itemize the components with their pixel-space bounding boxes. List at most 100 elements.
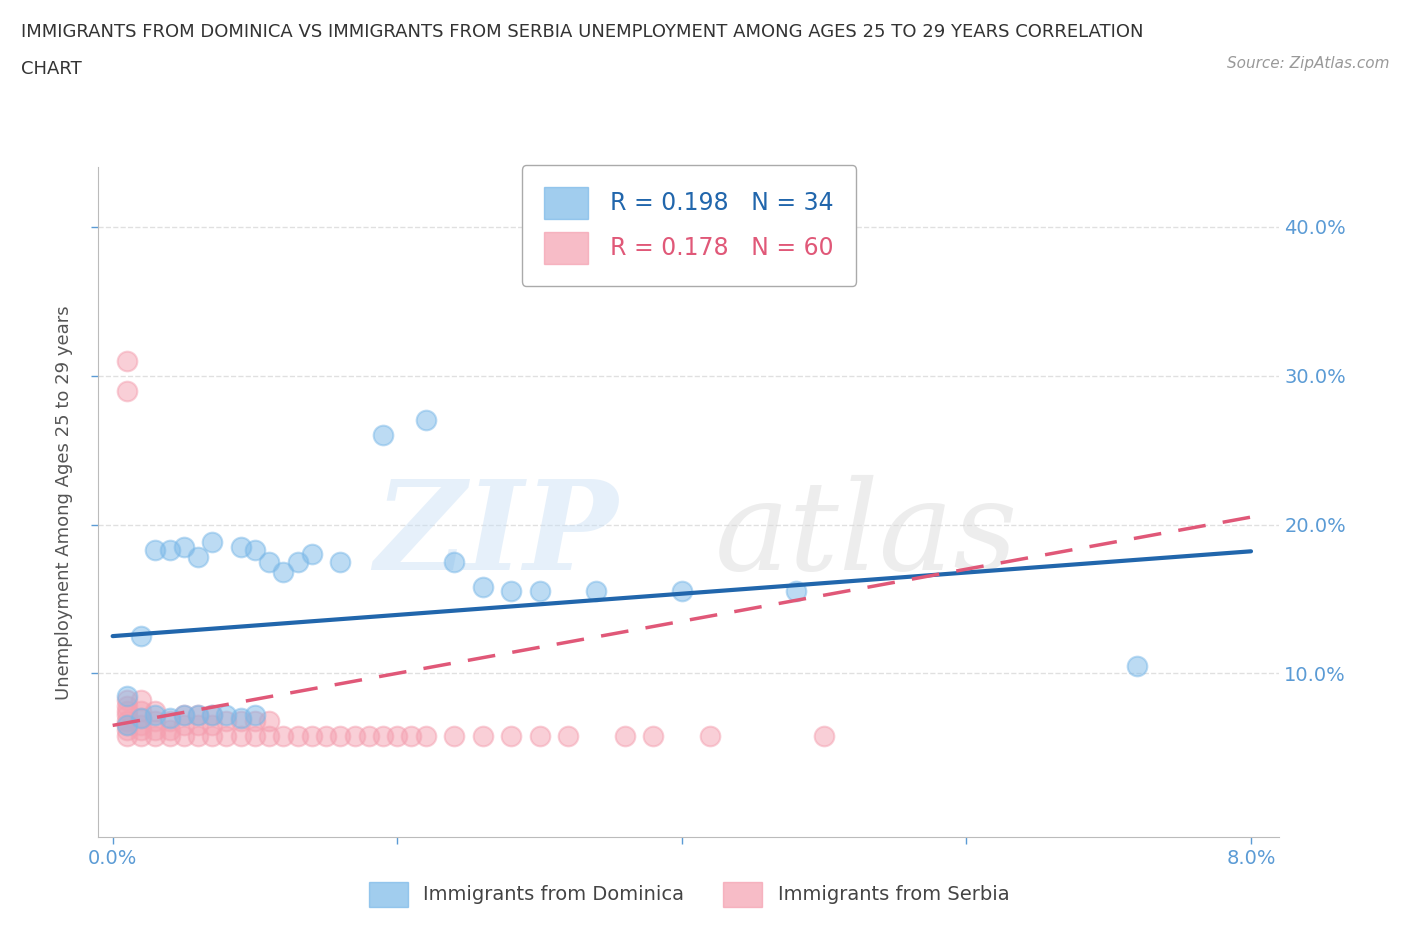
Point bbox=[287, 728, 309, 743]
Y-axis label: Unemployment Among Ages 25 to 29 years: Unemployment Among Ages 25 to 29 years bbox=[55, 305, 73, 699]
Point bbox=[257, 713, 280, 728]
Point bbox=[173, 708, 195, 723]
Point bbox=[301, 728, 323, 743]
Point bbox=[159, 542, 181, 557]
Text: CHART: CHART bbox=[21, 60, 82, 78]
Point bbox=[229, 713, 252, 728]
Point bbox=[215, 708, 238, 723]
Point bbox=[173, 718, 195, 733]
Point bbox=[443, 728, 465, 743]
Point bbox=[143, 542, 166, 557]
Point bbox=[187, 708, 209, 723]
Point bbox=[143, 728, 166, 743]
Text: IMMIGRANTS FROM DOMINICA VS IMMIGRANTS FROM SERBIA UNEMPLOYMENT AMONG AGES 25 TO: IMMIGRANTS FROM DOMINICA VS IMMIGRANTS F… bbox=[21, 23, 1143, 41]
Point bbox=[201, 708, 224, 723]
Point bbox=[159, 713, 181, 728]
Point bbox=[401, 728, 423, 743]
Point bbox=[115, 718, 138, 733]
Point bbox=[257, 554, 280, 569]
Point bbox=[115, 688, 138, 703]
Text: Source: ZipAtlas.com: Source: ZipAtlas.com bbox=[1226, 56, 1389, 71]
Point bbox=[443, 554, 465, 569]
Point bbox=[129, 629, 152, 644]
Point bbox=[229, 539, 252, 554]
Legend: Immigrants from Dominica, Immigrants from Serbia: Immigrants from Dominica, Immigrants fro… bbox=[361, 874, 1017, 914]
Point bbox=[187, 718, 209, 733]
Point bbox=[585, 584, 607, 599]
Text: atlas: atlas bbox=[714, 475, 1018, 596]
Point bbox=[129, 723, 152, 737]
Point bbox=[243, 728, 266, 743]
Point bbox=[643, 728, 665, 743]
Point bbox=[215, 728, 238, 743]
Point bbox=[187, 708, 209, 723]
Point bbox=[215, 713, 238, 728]
Point bbox=[201, 708, 224, 723]
Point bbox=[343, 728, 366, 743]
Point bbox=[129, 728, 152, 743]
Point bbox=[201, 535, 224, 550]
Point bbox=[315, 728, 337, 743]
Point bbox=[159, 711, 181, 725]
Text: ZIP: ZIP bbox=[374, 475, 619, 596]
Point bbox=[273, 728, 295, 743]
Point bbox=[387, 728, 409, 743]
Point bbox=[357, 728, 380, 743]
Point bbox=[671, 584, 693, 599]
Point bbox=[529, 728, 551, 743]
Point bbox=[499, 584, 522, 599]
Point bbox=[415, 413, 437, 428]
Point bbox=[115, 713, 138, 728]
Point bbox=[257, 728, 280, 743]
Point bbox=[287, 554, 309, 569]
Point bbox=[115, 703, 138, 718]
Point bbox=[273, 565, 295, 579]
Point bbox=[115, 353, 138, 368]
Point bbox=[229, 728, 252, 743]
Point bbox=[115, 693, 138, 708]
Point bbox=[129, 711, 152, 725]
Point bbox=[499, 728, 522, 743]
Point bbox=[143, 708, 166, 723]
Point bbox=[201, 718, 224, 733]
Point bbox=[187, 550, 209, 565]
Point bbox=[471, 579, 494, 594]
Point bbox=[471, 728, 494, 743]
Point bbox=[243, 542, 266, 557]
Point bbox=[329, 728, 352, 743]
Point bbox=[115, 718, 138, 733]
Point bbox=[129, 693, 152, 708]
Point bbox=[115, 728, 138, 743]
Point bbox=[415, 728, 437, 743]
Point bbox=[557, 728, 579, 743]
Point bbox=[143, 723, 166, 737]
Point bbox=[143, 703, 166, 718]
Point bbox=[1126, 658, 1149, 673]
Point bbox=[813, 728, 835, 743]
Point bbox=[243, 713, 266, 728]
Point bbox=[143, 713, 166, 728]
Point bbox=[129, 711, 152, 725]
Point bbox=[129, 718, 152, 733]
Point bbox=[371, 728, 394, 743]
Point bbox=[129, 703, 152, 718]
Point bbox=[699, 728, 721, 743]
Point bbox=[243, 708, 266, 723]
Point bbox=[201, 728, 224, 743]
Point bbox=[187, 728, 209, 743]
Point bbox=[229, 711, 252, 725]
Point bbox=[173, 539, 195, 554]
Point bbox=[529, 584, 551, 599]
Point bbox=[115, 708, 138, 723]
Point bbox=[173, 728, 195, 743]
Point bbox=[173, 708, 195, 723]
Point bbox=[785, 584, 807, 599]
Point bbox=[613, 728, 636, 743]
Point bbox=[115, 383, 138, 398]
Point bbox=[159, 728, 181, 743]
Point bbox=[329, 554, 352, 569]
Point bbox=[301, 547, 323, 562]
Point bbox=[371, 428, 394, 443]
Point bbox=[115, 698, 138, 713]
Point bbox=[159, 723, 181, 737]
